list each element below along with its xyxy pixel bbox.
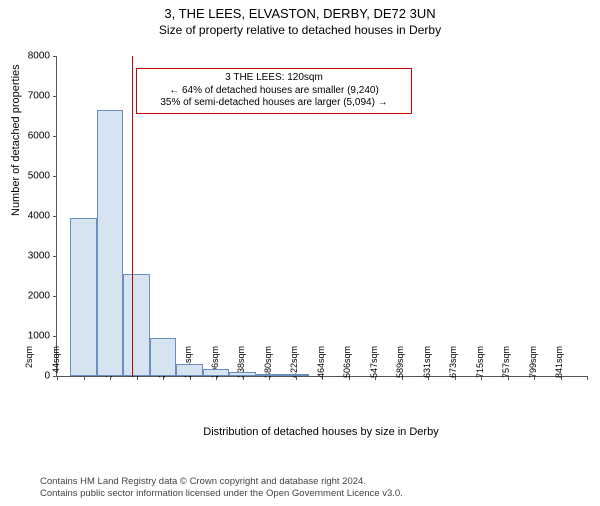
y-tick-label: 4000 [10,211,50,222]
x-tick-label: 589sqm [395,346,405,382]
x-tick-label: 841sqm [554,346,564,382]
y-tick-label: 6000 [10,131,50,142]
y-tick-label: 0 [10,371,50,382]
x-tick-label: 380sqm [263,346,273,382]
x-tick-label: 799sqm [528,346,538,382]
x-tick-label: 422sqm [289,346,299,382]
info-box: 3 THE LEES: 120sqm ← 64% of detached hou… [136,68,412,114]
footer-line-2: Contains public sector information licen… [40,488,403,500]
histogram-bar [70,218,97,376]
x-tick-label: 44sqm [51,346,61,382]
x-axis-label: Distribution of detached houses by size … [56,426,586,438]
property-marker-line [132,56,133,376]
histogram-bar [203,369,230,376]
histogram-bar [97,110,124,376]
y-tick-label: 1000 [10,331,50,342]
y-tick-label: 8000 [10,51,50,62]
info-line-3: 35% of semi-detached houses are larger (… [143,97,405,110]
x-tick-label: 464sqm [316,346,326,382]
info-line-2: ← 64% of detached houses are smaller (9,… [143,85,405,98]
x-tick-label: 631sqm [422,346,432,382]
info-line-1: 3 THE LEES: 120sqm [143,72,405,85]
chart-area: Number of detached properties 2sqm44sqm8… [56,56,586,416]
y-tick-label: 3000 [10,251,50,262]
y-tick-label: 7000 [10,91,50,102]
histogram-bar [123,274,150,376]
x-tick-label: 673sqm [448,346,458,382]
y-tick-label: 2000 [10,291,50,302]
page-subtitle: Size of property relative to detached ho… [0,23,600,37]
x-tick-label: 338sqm [236,346,246,382]
histogram-bar [150,338,177,376]
x-tick-label: 296sqm [210,346,220,382]
footer-line-1: Contains HM Land Registry data © Crown c… [40,476,403,488]
page-title: 3, THE LEES, ELVASTON, DERBY, DE72 3UN [0,6,600,21]
x-tick-label: 506sqm [342,346,352,382]
x-tick-label: 757sqm [501,346,511,382]
footer-attribution: Contains HM Land Registry data © Crown c… [40,476,403,500]
histogram-bar [256,374,283,376]
x-tick-label: 547sqm [369,346,379,382]
y-tick-label: 5000 [10,171,50,182]
histogram-bar [176,364,203,376]
x-tick-label: 715sqm [475,346,485,382]
histogram-bar [229,372,256,376]
histogram-bar [282,374,309,376]
